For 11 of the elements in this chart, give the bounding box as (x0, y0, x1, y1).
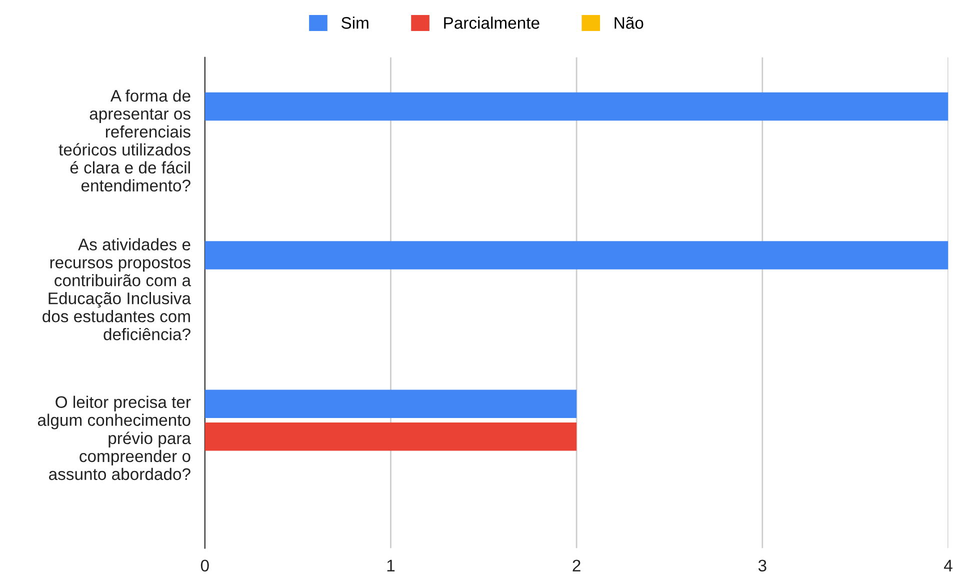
y-tick-label: A forma de apresentar os referenciais teóricos utilizados é clara e de fácil entendimento? (58, 89, 190, 192)
legend-label: Sim (341, 16, 368, 29)
x-tick-label: 1 (387, 560, 395, 572)
x-tick-label: 0 (200, 560, 209, 572)
x-tick-label: 2 (572, 560, 580, 572)
legend-label: Não (614, 16, 644, 29)
x-tick-label: 4 (944, 560, 952, 572)
legend-label: Parcialmente (444, 16, 540, 29)
y-tick-label: O leitor precisa ter algum conhecimento prévio para compreender o assunto abordado? (38, 396, 192, 480)
x-tick-label: 3 (758, 560, 766, 572)
y-tick-label: As atividades e recursos propostos contribuirão com a Educação Inclusiva dos estudantes com deficiência? (42, 238, 192, 340)
